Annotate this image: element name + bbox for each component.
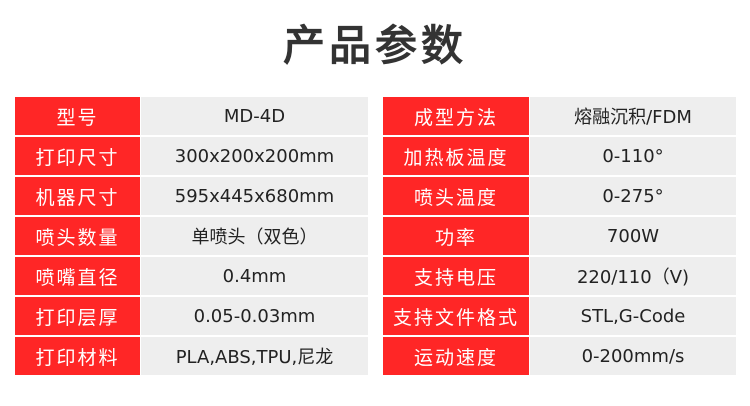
spec-label: 打印尺寸 xyxy=(15,137,140,175)
spec-value: 0-110° xyxy=(530,137,736,175)
spec-value: 595x445x680mm xyxy=(141,177,368,215)
spec-row: 喷嘴直径 0.4mm xyxy=(15,257,368,295)
spec-value: STL,G-Code xyxy=(530,297,736,335)
spec-row: 打印材料 PLA,ABS,TPU,尼龙 xyxy=(15,337,368,375)
spec-row: 支持电压 220/110（V) xyxy=(383,257,736,295)
spec-label: 打印材料 xyxy=(15,337,140,375)
spec-label: 运动速度 xyxy=(383,337,529,375)
spec-value: 单喷头（双色） xyxy=(141,217,368,255)
spec-row: 喷头数量 单喷头（双色） xyxy=(15,217,368,255)
spec-value: MD-4D xyxy=(141,97,368,135)
spec-value: 220/110（V) xyxy=(530,257,736,295)
spec-label: 成型方法 xyxy=(383,97,529,135)
spec-label: 型号 xyxy=(15,97,140,135)
page-title: 产品参数 xyxy=(282,21,467,70)
spec-label: 喷头数量 xyxy=(15,217,140,255)
spec-row: 机器尺寸 595x445x680mm xyxy=(15,177,368,215)
spec-value: 700W xyxy=(530,217,736,255)
spec-value: 0.05-0.03mm xyxy=(141,297,368,335)
spec-row: 成型方法 熔融沉积/FDM xyxy=(383,97,736,135)
spec-value: 熔融沉积/FDM xyxy=(530,97,736,135)
spec-value: 300x200x200mm xyxy=(141,137,368,175)
spec-row: 支持文件格式 STL,G-Code xyxy=(383,297,736,335)
spec-value: 0-275° xyxy=(530,177,736,215)
spec-row: 打印层厚 0.05-0.03mm xyxy=(15,297,368,335)
spec-label: 喷头温度 xyxy=(383,177,529,215)
spec-row: 打印尺寸 300x200x200mm xyxy=(15,137,368,175)
spec-table-right: 成型方法 熔融沉积/FDM 加热板温度 0-110° 喷头温度 0-275° 功率 700W 支… xyxy=(383,97,736,377)
spec-row: 运动速度 0-200mm/s xyxy=(383,337,736,375)
spec-label: 支持文件格式 xyxy=(383,297,529,335)
spec-value: PLA,ABS,TPU,尼龙 xyxy=(141,337,368,375)
spec-label: 功率 xyxy=(383,217,529,255)
spec-table-left: 型号 MD-4D 打印尺寸 300x200x200mm 机器尺寸 595x445x680m… xyxy=(15,97,368,377)
spec-label: 机器尺寸 xyxy=(15,177,140,215)
spec-row: 加热板温度 0-110° xyxy=(383,137,736,175)
spec-row: 功率 700W xyxy=(383,217,736,255)
spec-row: 喷头温度 0-275° xyxy=(383,177,736,215)
spec-label: 打印层厚 xyxy=(15,297,140,335)
spec-label: 喷嘴直径 xyxy=(15,257,140,295)
spec-label: 支持电压 xyxy=(383,257,529,295)
spec-label: 加热板温度 xyxy=(383,137,529,175)
spec-row: 型号 MD-4D xyxy=(15,97,368,135)
spec-value: 0-200mm/s xyxy=(530,337,736,375)
spec-value: 0.4mm xyxy=(141,257,368,295)
